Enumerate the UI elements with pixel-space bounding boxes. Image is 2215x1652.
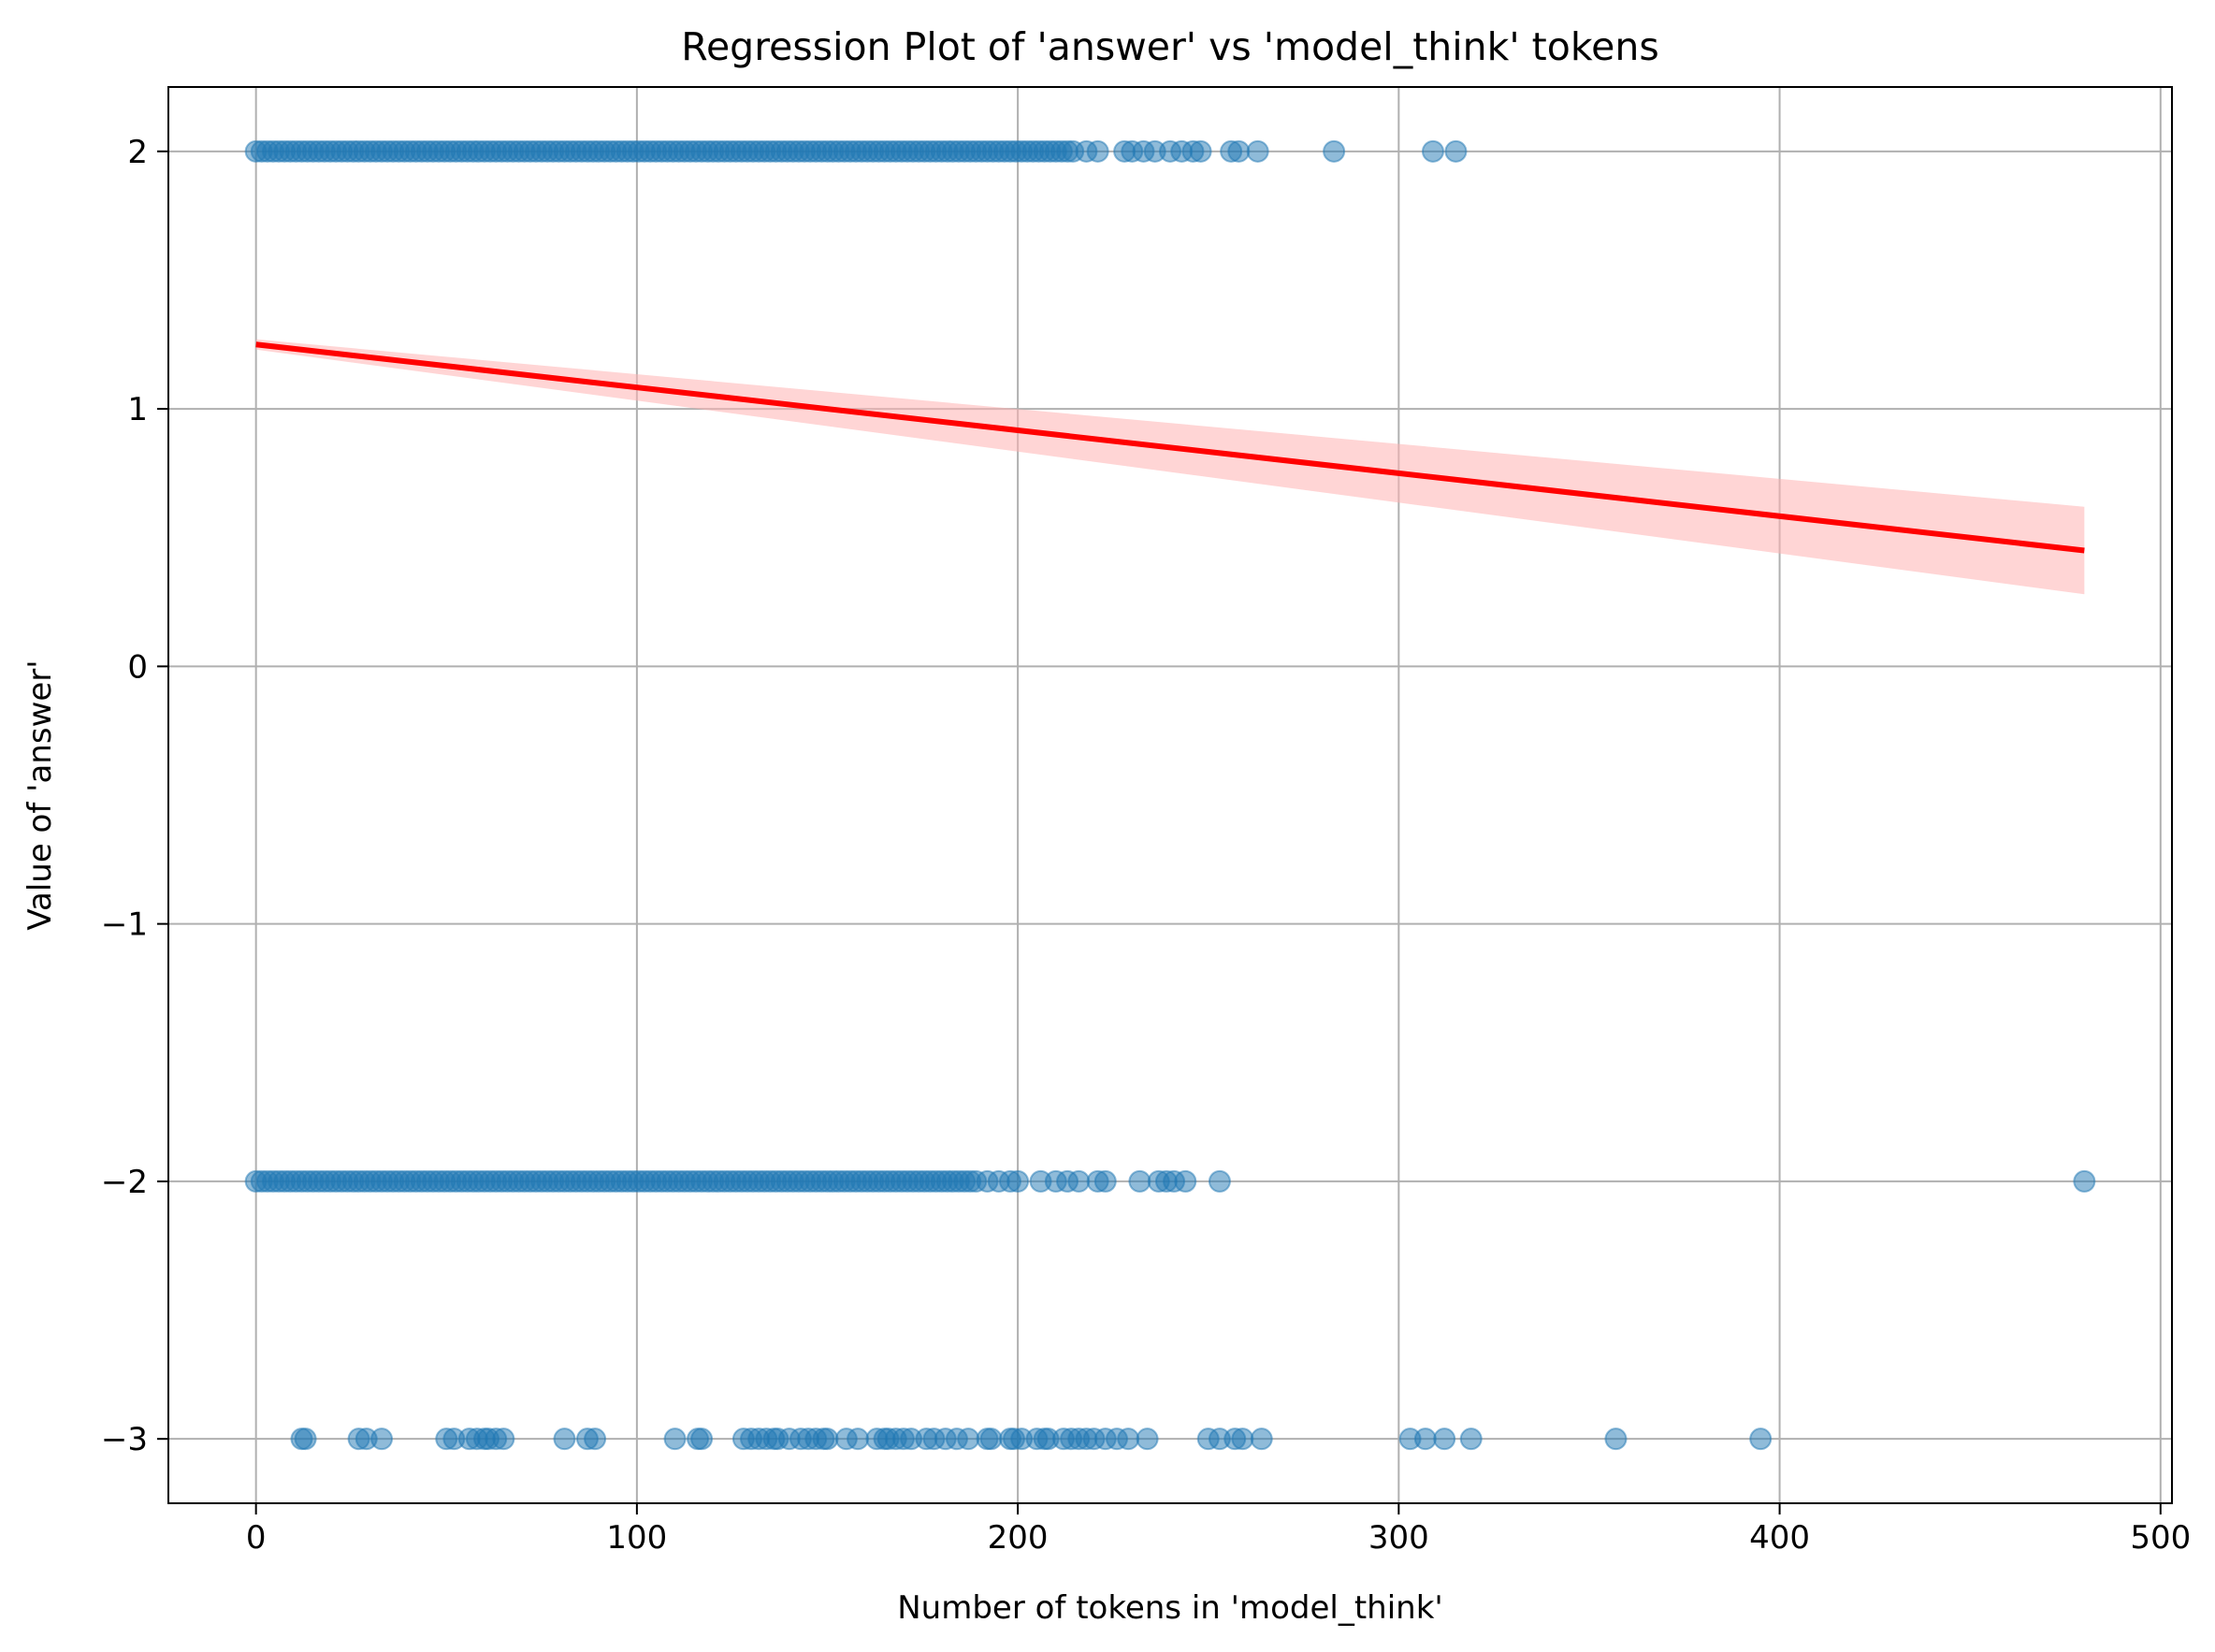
chart-title: Regression Plot of 'answer' vs 'model_th… xyxy=(681,24,1658,69)
regression-line-layer xyxy=(255,341,2085,554)
data-point xyxy=(690,1427,714,1451)
data-point xyxy=(1174,1169,1197,1193)
data-point xyxy=(1444,139,1468,163)
data-point xyxy=(1117,1427,1140,1451)
data-point xyxy=(584,1427,607,1451)
data-point xyxy=(370,1427,394,1451)
data-point xyxy=(1413,1427,1437,1451)
plot-frame xyxy=(167,86,2173,1504)
x-tick-label: 0 xyxy=(246,1519,267,1557)
data-point xyxy=(1421,139,1444,163)
y-tick-label: −1 xyxy=(101,906,148,944)
data-point xyxy=(1231,1427,1254,1451)
data-point xyxy=(1433,1427,1456,1451)
data-point xyxy=(1604,1427,1628,1451)
x-axis-title: Number of tokens in 'model_think' xyxy=(897,1589,1443,1627)
data-point xyxy=(1093,1169,1117,1193)
x-tick-label: 100 xyxy=(606,1519,667,1557)
data-point xyxy=(979,1427,1003,1451)
x-tick-label: 500 xyxy=(2130,1519,2191,1557)
confidence-band xyxy=(255,339,2085,595)
x-tick-label: 300 xyxy=(1368,1519,1429,1557)
data-point xyxy=(1250,1427,1273,1451)
x-tick-label: 200 xyxy=(988,1519,1049,1557)
y-axis-ticks: −3 −2 −1 0 1 2 xyxy=(101,134,168,1458)
data-point xyxy=(1006,1169,1030,1193)
scatter-points xyxy=(244,139,2096,1451)
data-point xyxy=(1136,1427,1159,1451)
regression-line xyxy=(255,341,2085,554)
data-point xyxy=(1128,1169,1151,1193)
data-point xyxy=(492,1427,515,1451)
data-point xyxy=(553,1427,576,1451)
data-point xyxy=(1459,1427,1483,1451)
data-point xyxy=(1086,139,1109,163)
x-axis-ticks: 0 100 200 300 400 500 xyxy=(246,1503,2191,1557)
data-point xyxy=(847,1427,870,1451)
x-tick-label: 400 xyxy=(1749,1519,1810,1557)
y-tick-label: −3 xyxy=(101,1421,148,1458)
y-tick-label: 1 xyxy=(127,391,148,428)
data-point xyxy=(1189,139,1212,163)
data-point xyxy=(1749,1427,1773,1451)
y-axis-title: Value of 'answer' xyxy=(22,659,59,930)
data-point xyxy=(294,1427,317,1451)
y-tick-label: 2 xyxy=(127,134,148,171)
data-point xyxy=(2073,1169,2096,1193)
data-point xyxy=(1208,1169,1231,1193)
y-tick-label: −2 xyxy=(101,1164,148,1201)
data-point xyxy=(663,1427,687,1451)
confidence-band-layer xyxy=(255,339,2085,595)
data-point xyxy=(1323,139,1346,163)
data-point xyxy=(1246,139,1269,163)
y-tick-label: 0 xyxy=(127,648,148,686)
data-point xyxy=(1067,1169,1091,1193)
data-point xyxy=(957,1427,980,1451)
data-point xyxy=(816,1427,839,1451)
data-point xyxy=(1227,139,1251,163)
